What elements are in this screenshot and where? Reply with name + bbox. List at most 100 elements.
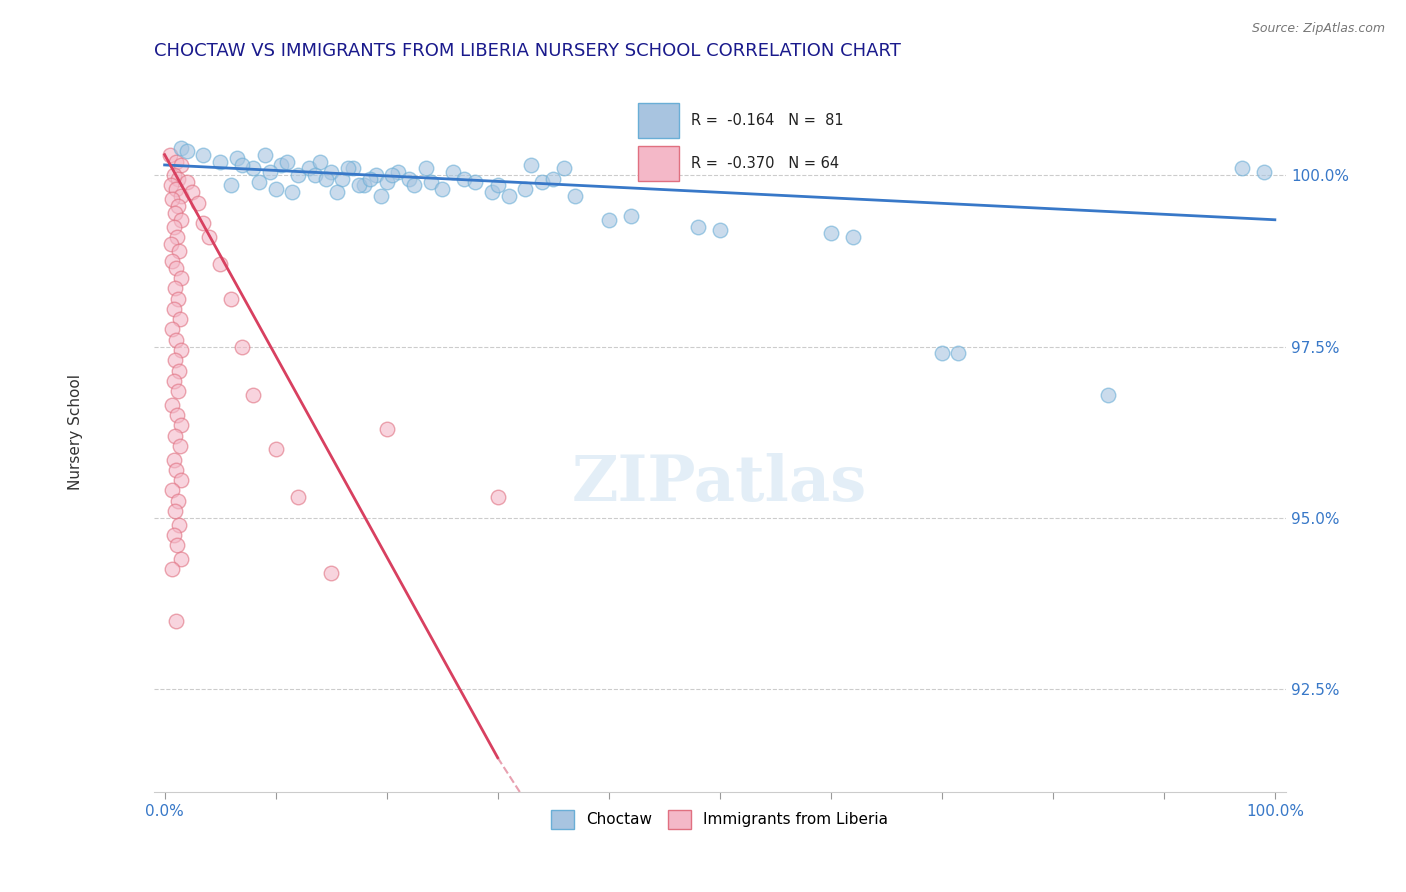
Point — [170, 552, 193, 566]
Point — [160, 178, 183, 193]
Point — [167, 517, 190, 532]
Point — [170, 343, 193, 357]
Point — [165, 182, 187, 196]
Point — [242, 387, 264, 401]
Point — [166, 408, 188, 422]
Point — [387, 165, 409, 179]
Point — [253, 147, 276, 161]
Text: Source: ZipAtlas.com: Source: ZipAtlas.com — [1251, 22, 1385, 36]
Point — [167, 363, 190, 377]
Point — [598, 212, 620, 227]
Point — [160, 236, 183, 251]
Point — [259, 165, 281, 179]
Point — [347, 178, 370, 193]
Point — [486, 178, 509, 193]
Point — [162, 192, 184, 206]
Point — [170, 212, 193, 227]
Point — [531, 175, 554, 189]
Point — [498, 188, 520, 202]
Point — [686, 219, 709, 234]
Point — [486, 491, 509, 505]
Point — [281, 186, 304, 200]
Point — [209, 154, 232, 169]
Point — [193, 216, 215, 230]
Point — [375, 422, 398, 436]
Point — [553, 161, 575, 176]
Point — [169, 439, 191, 453]
Point — [225, 151, 247, 165]
Point — [370, 188, 392, 202]
Point — [359, 171, 381, 186]
Point — [187, 195, 209, 210]
Point — [375, 175, 398, 189]
Point — [330, 171, 353, 186]
Point — [298, 161, 321, 176]
Point — [170, 188, 193, 202]
Point — [165, 614, 187, 628]
Point — [181, 186, 204, 200]
Point — [162, 322, 184, 336]
Point — [315, 171, 337, 186]
Point — [287, 491, 309, 505]
Point — [231, 158, 253, 172]
Point — [163, 206, 186, 220]
Point — [209, 257, 232, 271]
Point — [162, 374, 184, 388]
Point — [931, 346, 953, 360]
Point — [247, 175, 270, 189]
Point — [162, 452, 184, 467]
Point — [163, 353, 186, 368]
Point — [541, 171, 564, 186]
Point — [167, 171, 190, 186]
Point — [176, 145, 198, 159]
Point — [820, 227, 842, 241]
Point — [842, 230, 865, 244]
Point — [287, 168, 309, 182]
Point — [162, 483, 184, 498]
Legend: Choctaw, Immigrants from Liberia: Choctaw, Immigrants from Liberia — [546, 804, 894, 835]
Point — [364, 168, 387, 182]
Point — [242, 161, 264, 176]
Point — [165, 260, 187, 275]
Point — [162, 168, 184, 182]
Point — [165, 154, 187, 169]
Point — [170, 473, 193, 487]
Point — [170, 141, 193, 155]
Point — [167, 384, 190, 398]
Point — [709, 223, 731, 237]
Point — [270, 158, 292, 172]
Point — [163, 428, 186, 442]
Point — [404, 178, 426, 193]
Point — [336, 161, 359, 176]
Point — [176, 175, 198, 189]
Point — [219, 178, 242, 193]
Point — [167, 292, 190, 306]
Point — [620, 210, 643, 224]
Point — [163, 504, 186, 518]
Point — [1097, 387, 1119, 401]
Point — [162, 219, 184, 234]
Point — [948, 346, 970, 360]
Point — [441, 165, 464, 179]
Point — [159, 147, 181, 161]
Point — [353, 178, 375, 193]
Point — [165, 463, 187, 477]
Point — [309, 154, 332, 169]
Point — [464, 175, 486, 189]
Point — [381, 168, 404, 182]
Point — [163, 281, 186, 295]
Text: ZIPatlas: ZIPatlas — [572, 453, 868, 514]
Point — [520, 158, 543, 172]
Point — [420, 175, 443, 189]
Point — [264, 442, 287, 457]
Point — [219, 292, 242, 306]
Point — [166, 538, 188, 552]
Point — [162, 253, 184, 268]
Point — [342, 161, 364, 176]
Point — [325, 186, 347, 200]
Point — [1230, 161, 1253, 176]
Point — [167, 493, 190, 508]
Point — [564, 188, 586, 202]
Text: CHOCTAW VS IMMIGRANTS FROM LIBERIA NURSERY SCHOOL CORRELATION CHART: CHOCTAW VS IMMIGRANTS FROM LIBERIA NURSE… — [153, 42, 900, 60]
Text: Nursery School: Nursery School — [69, 374, 83, 491]
